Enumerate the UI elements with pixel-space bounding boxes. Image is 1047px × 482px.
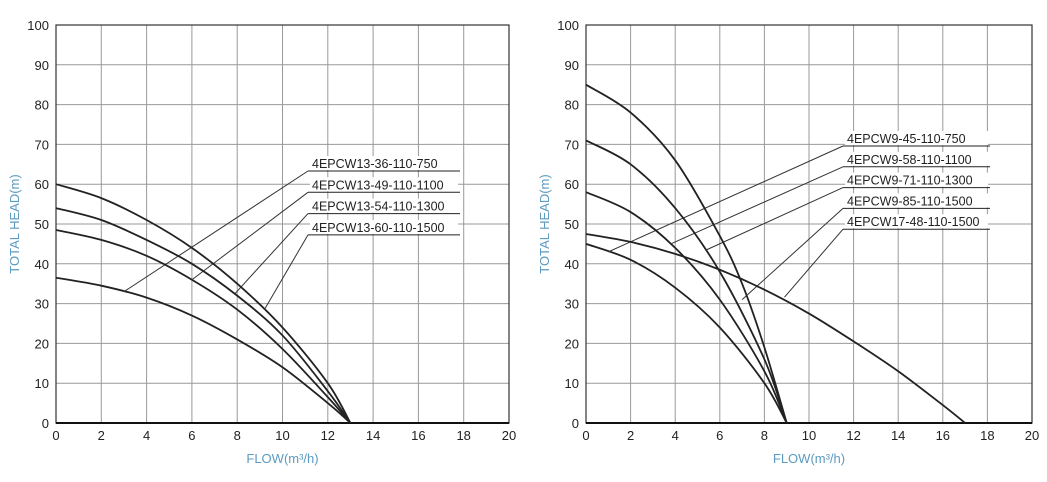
- x-tick-label: 16: [411, 428, 425, 443]
- leader-line: [123, 170, 309, 293]
- leader-line: [191, 191, 309, 281]
- y-tick-label: 90: [565, 58, 579, 73]
- x-tick-label: 8: [761, 428, 768, 443]
- curve-4EPCW9-58-110-1100: [585, 191, 788, 424]
- y-tick-label: 70: [35, 137, 49, 152]
- y-tick-label: 30: [565, 297, 579, 312]
- y-axis-label: TOTAL HEAD(m): [537, 174, 552, 273]
- label-bg: [310, 156, 458, 170]
- curve-4EPCW13-36-110-750: [55, 276, 352, 424]
- y-tick-label: 60: [565, 177, 579, 192]
- y-tick-label: 30: [35, 297, 49, 312]
- series-label: 4EPCW13-36-110-750: [312, 157, 438, 171]
- label-bg: [310, 198, 458, 213]
- curve-4EPCW9-85-110-1500: [585, 83, 788, 424]
- series-label: 4EPCW9-45-110-750: [847, 132, 966, 146]
- x-tick-label: 8: [234, 428, 241, 443]
- x-tick-label: 12: [321, 428, 335, 443]
- curve-4EPCW17-48-110-1500: [585, 233, 966, 424]
- leader-line: [741, 208, 844, 300]
- label-bg: [310, 177, 458, 192]
- y-tick-label: 100: [557, 18, 579, 33]
- label-bg: [845, 151, 988, 166]
- x-tick-label: 6: [188, 428, 195, 443]
- x-tick-label: 16: [936, 428, 950, 443]
- y-tick-label: 80: [565, 98, 579, 113]
- leader-line: [670, 166, 844, 245]
- x-tick-label: 12: [846, 428, 860, 443]
- y-tick-label: 80: [35, 98, 49, 113]
- x-tick-label: 2: [98, 428, 105, 443]
- x-tick-label: 20: [1025, 428, 1039, 443]
- series-label: 4EPCW13-49-110-1100: [312, 178, 444, 192]
- y-tick-label: 50: [565, 217, 579, 232]
- chart-1: 0 2 4 6 8 10 12 14 16 18 20 0 10 20 30 40 50 60 70 80 90 100 F…: [7, 18, 516, 466]
- label-bg: [845, 172, 988, 187]
- series-label: 4EPCW9-58-110-1100: [847, 153, 972, 167]
- x-tick-label: 20: [502, 428, 516, 443]
- y-tick-label: 70: [565, 137, 579, 152]
- leader-line: [784, 228, 844, 298]
- y-tick-label: 10: [35, 376, 49, 391]
- series-label: 4EPCW13-60-110-1500: [312, 221, 445, 235]
- y-tick-label: 20: [565, 336, 579, 351]
- x-tick-label: 4: [143, 428, 150, 443]
- curve-4EPCW13-60-110-1500: [55, 183, 352, 424]
- curve-4EPCW13-54-110-1300: [55, 207, 352, 424]
- leader-line: [608, 145, 844, 253]
- y-tick-label: 60: [35, 177, 49, 192]
- y-tick-label: 90: [35, 58, 49, 73]
- x-tick-label: 10: [275, 428, 289, 443]
- y-tick-label: 40: [565, 257, 579, 272]
- y-tick-label: 0: [572, 416, 579, 431]
- y-tick-label: 50: [35, 217, 49, 232]
- x-tick-label: 18: [980, 428, 994, 443]
- y-tick-label: 40: [35, 257, 49, 272]
- curve-4EPCW9-71-110-1300: [585, 139, 788, 424]
- x-tick-label: 2: [627, 428, 634, 443]
- label-bg: [845, 193, 988, 208]
- leader-line: [706, 187, 844, 251]
- y-tick-label: 20: [35, 336, 49, 351]
- x-tick-label: 18: [456, 428, 470, 443]
- leader-line: [234, 213, 309, 294]
- y-axis-label: TOTAL HEAD(m): [7, 174, 22, 273]
- x-tick-label: 4: [672, 428, 679, 443]
- x-tick-label: 6: [716, 428, 723, 443]
- x-tick-label: 10: [802, 428, 816, 443]
- y-tick-label: 0: [42, 416, 49, 431]
- leader-line: [263, 234, 309, 310]
- series-label: 4EPCW17-48-110-1500: [847, 215, 980, 229]
- x-axis-label: FLOW(m³/h): [773, 451, 845, 466]
- curve-4EPCW13-49-110-1100: [55, 229, 352, 424]
- x-axis-label: FLOW(m³/h): [246, 451, 318, 466]
- series-label: 4EPCW13-54-110-1300: [312, 200, 445, 214]
- series-label: 4EPCW9-71-110-1300: [847, 174, 973, 188]
- label-bg: [310, 219, 458, 234]
- label-bg: [845, 214, 988, 229]
- y-tick-label: 100: [27, 18, 49, 33]
- series-label: 4EPCW9-85-110-1500: [847, 194, 973, 208]
- y-tick-label: 10: [565, 376, 579, 391]
- chart-2: 0 2 4 6 8 10 12 14 16 18 20 0 10 20 30 40 50 60 70 80 90 100 F…: [537, 18, 1039, 466]
- x-tick-label: 0: [52, 428, 59, 443]
- label-bg: [845, 131, 988, 145]
- x-tick-label: 0: [582, 428, 589, 443]
- x-tick-label: 14: [366, 428, 380, 443]
- x-tick-label: 14: [891, 428, 905, 443]
- curve-4EPCW9-45-110-750: [585, 243, 788, 424]
